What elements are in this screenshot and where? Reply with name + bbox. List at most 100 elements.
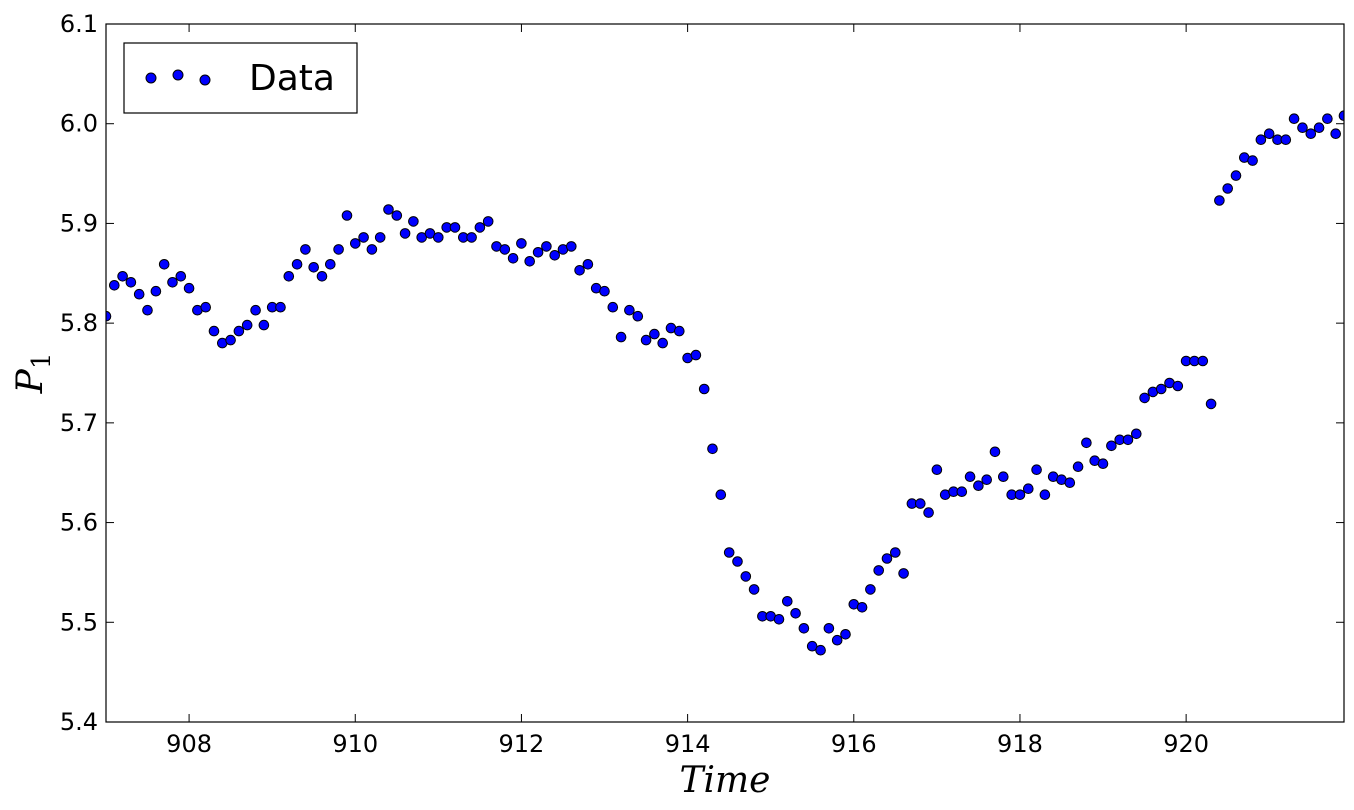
data-point (873, 565, 885, 576)
data-point (1205, 398, 1217, 410)
data-point (1131, 428, 1142, 440)
data-point (624, 304, 635, 316)
data-point (1214, 195, 1225, 206)
data-point (109, 280, 120, 291)
data-point (890, 547, 901, 558)
data-point (1255, 134, 1267, 145)
y-tick-label: 5.6 (60, 509, 98, 537)
data-point (657, 337, 669, 349)
data-point (790, 608, 801, 619)
data-point (183, 282, 195, 294)
y-tick-label: 5.5 (60, 608, 98, 636)
data-point (723, 547, 735, 558)
legend-box (123, 42, 358, 114)
data-point (607, 301, 619, 313)
data-point (1280, 134, 1292, 145)
data-point (964, 471, 976, 483)
data-point (981, 474, 993, 486)
y-tick-label: 5.8 (60, 309, 98, 337)
data-point (408, 216, 419, 227)
data-point (250, 304, 261, 316)
data-point (831, 634, 843, 646)
data-point (158, 259, 170, 270)
y-axis-title-main: P (10, 368, 51, 394)
data-point (549, 250, 561, 261)
data-point (715, 489, 727, 501)
data-point (1313, 122, 1325, 133)
data-point (175, 271, 187, 282)
data-point (640, 334, 652, 346)
x-tick-label: 920 (1163, 730, 1209, 758)
data-point (300, 244, 311, 255)
data-point (1072, 461, 1084, 473)
data-point (1288, 113, 1300, 124)
y-tick-label: 5.7 (60, 409, 98, 437)
data-point (325, 259, 336, 270)
data-point (358, 232, 369, 243)
data-point (225, 334, 236, 346)
plot-frame (105, 23, 1345, 723)
x-tick-label: 910 (332, 730, 378, 758)
x-tick-label: 912 (499, 730, 545, 758)
data-point (1039, 489, 1051, 501)
data-point (208, 325, 220, 337)
x-axis-title: Time (680, 760, 771, 801)
data-point (283, 271, 295, 282)
data-point (732, 556, 743, 567)
data-point (806, 640, 818, 652)
data-point (1263, 128, 1275, 139)
data-point (150, 285, 162, 297)
data-point (507, 252, 519, 264)
legend-marker-1 (145, 72, 157, 84)
data-point (1297, 122, 1308, 133)
data-point (956, 486, 968, 498)
data-point (782, 596, 793, 607)
x-tick-label: 908 (166, 730, 212, 758)
data-point (815, 644, 826, 656)
data-point (649, 328, 660, 340)
data-point (915, 498, 926, 509)
y-axis-title: P1 (10, 353, 57, 395)
y-axis-title-subscript: 1 (27, 353, 57, 370)
data-point (1155, 383, 1167, 395)
data-point (466, 232, 477, 243)
data-point (399, 228, 411, 239)
data-point (308, 262, 320, 273)
data-points (106, 110, 1344, 656)
data-point (516, 238, 527, 249)
data-point (1230, 170, 1242, 181)
legend-label: Data (249, 58, 335, 99)
data-point (233, 325, 245, 337)
data-point (856, 602, 868, 613)
data-point (566, 241, 577, 252)
data-point (133, 288, 145, 300)
data-point (291, 259, 303, 270)
x-tick-label: 918 (997, 730, 1043, 758)
data-point (840, 629, 851, 640)
data-point (773, 614, 785, 625)
data-point (474, 222, 486, 233)
data-point (106, 310, 112, 322)
data-point (167, 277, 178, 288)
x-tick-label: 914 (665, 730, 711, 758)
y-tick-label: 5.9 (60, 209, 98, 237)
data-point (1322, 113, 1333, 124)
data-point (740, 571, 752, 582)
legend: Data (123, 42, 358, 114)
data-point (690, 349, 702, 361)
legend-marker-2 (172, 69, 184, 81)
data-point (865, 584, 876, 595)
data-point (499, 244, 511, 255)
data-point (391, 210, 403, 221)
data-point (1031, 464, 1042, 476)
data-point (1305, 128, 1317, 139)
data-point (973, 480, 984, 492)
data-point (599, 285, 610, 297)
data-point (333, 244, 344, 255)
data-point (125, 277, 137, 288)
data-point (698, 383, 710, 395)
data-point (632, 310, 644, 322)
data-point (1064, 477, 1076, 489)
svg-text:P1: P1 (10, 353, 57, 395)
